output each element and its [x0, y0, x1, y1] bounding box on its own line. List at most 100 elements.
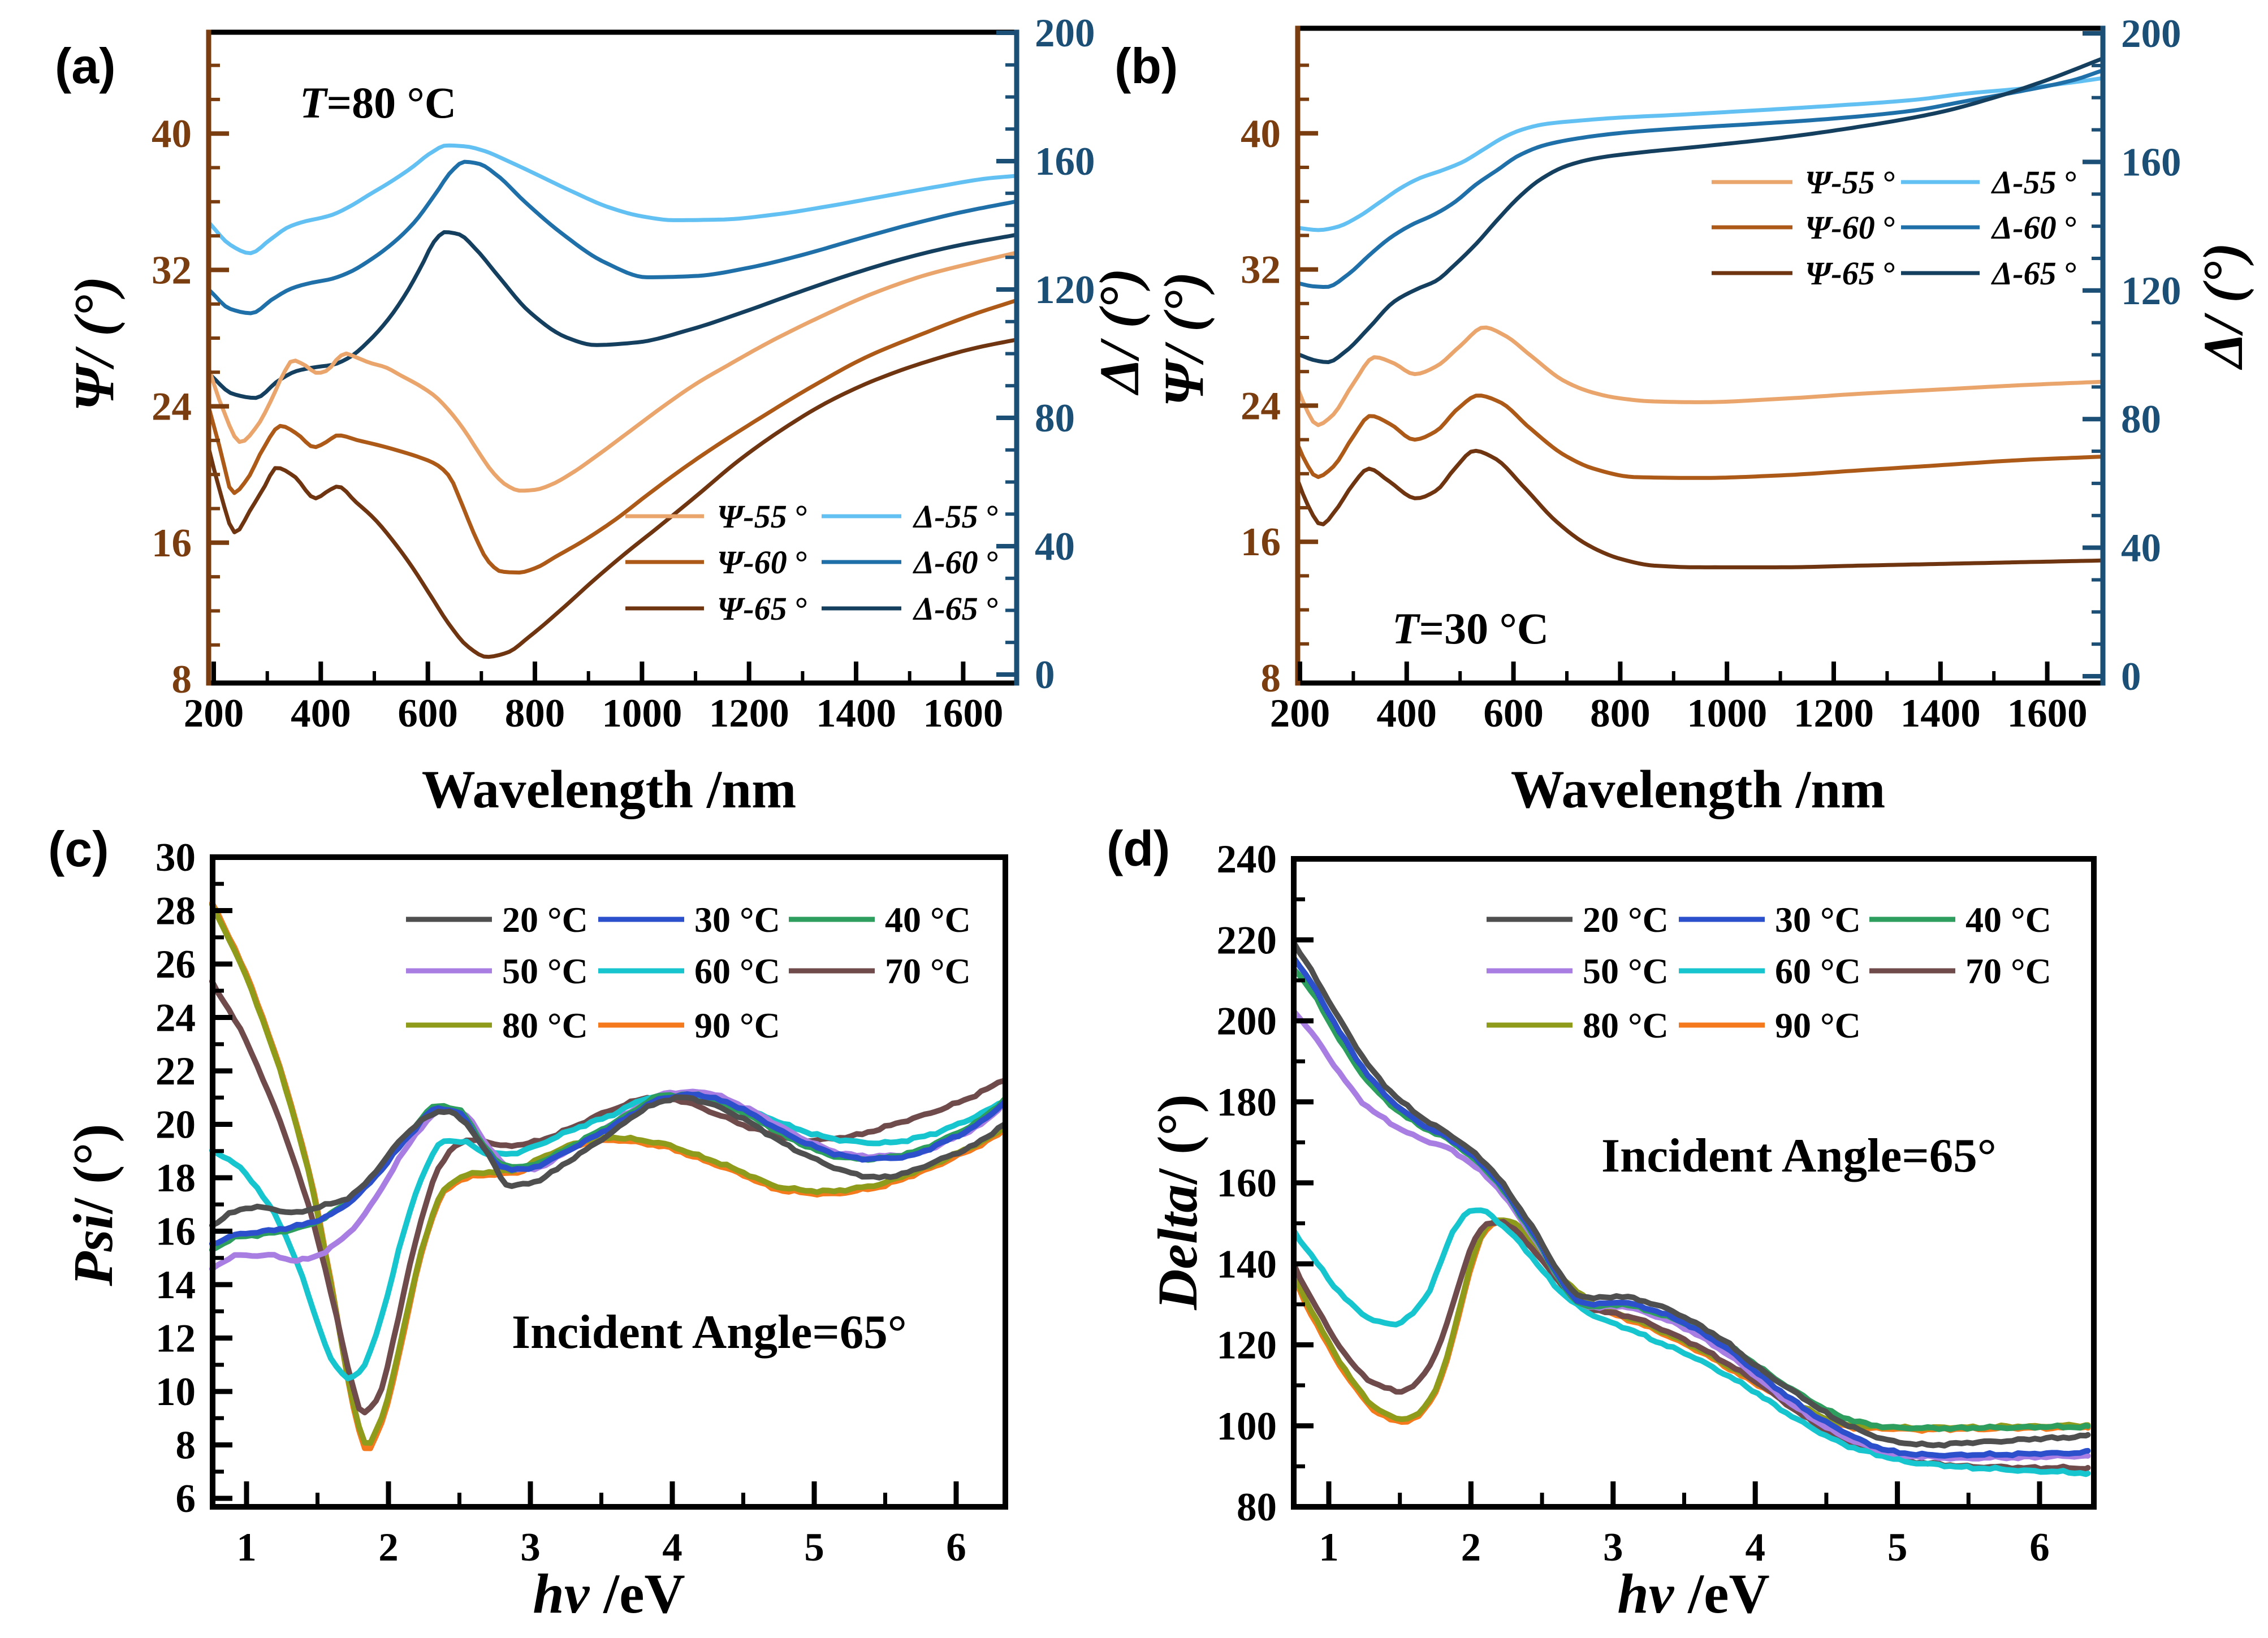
svg-text:400: 400 — [1377, 691, 1437, 736]
svg-text:6: 6 — [2029, 1525, 2050, 1570]
svg-text:40 °C: 40 °C — [885, 900, 971, 940]
svg-text:80: 80 — [2121, 397, 2161, 442]
svg-text:6: 6 — [946, 1525, 966, 1570]
svg-text:12: 12 — [155, 1317, 196, 1361]
svg-text:Δ-60 °: Δ-60 ° — [1991, 209, 2076, 246]
svg-text:90 °C: 90 °C — [694, 1005, 780, 1045]
svg-text:800: 800 — [1590, 691, 1651, 736]
svg-text:0: 0 — [1035, 653, 1055, 697]
svg-text:1: 1 — [236, 1525, 257, 1570]
svg-text:Ψ-65 °: Ψ-65 ° — [1805, 255, 1895, 292]
svg-text:Wavelength /nm: Wavelength /nm — [422, 759, 796, 819]
svg-text:180: 180 — [1217, 1081, 1277, 1125]
svg-text:Δ-55 °: Δ-55 ° — [1991, 164, 2076, 201]
svg-text:200: 200 — [1035, 11, 1095, 55]
svg-text:70 °C: 70 °C — [1965, 951, 2051, 991]
svg-text:14: 14 — [155, 1263, 196, 1307]
svg-text:40: 40 — [1241, 112, 1281, 156]
svg-text:18: 18 — [155, 1156, 196, 1200]
svg-text:1400: 1400 — [1900, 691, 1981, 736]
svg-text:120: 120 — [1035, 268, 1095, 312]
svg-text:Ψ-55 °: Ψ-55 ° — [717, 498, 807, 535]
svg-text:1600: 1600 — [2007, 691, 2088, 736]
svg-text:24: 24 — [152, 385, 192, 429]
svg-text:Psi/ (°): Psi/ (°) — [62, 1123, 124, 1286]
svg-text:(b): (b) — [1114, 38, 1178, 94]
svg-text:T=80 °C: T=80 °C — [300, 78, 456, 127]
svg-text:140: 140 — [1217, 1242, 1277, 1286]
svg-text:(a): (a) — [55, 38, 116, 94]
svg-text:200: 200 — [184, 691, 244, 736]
svg-text:Δ-55 °: Δ-55 ° — [913, 498, 997, 535]
svg-text:200: 200 — [1217, 1000, 1277, 1044]
svg-text:Δ-65 °: Δ-65 ° — [913, 590, 997, 627]
svg-text:Ψ/ (°): Ψ/ (°) — [63, 276, 126, 411]
svg-text:600: 600 — [1483, 691, 1544, 736]
svg-text:5: 5 — [1887, 1525, 1908, 1570]
svg-text:Ψ-65 °: Ψ-65 ° — [717, 590, 807, 627]
svg-text:hv /eV: hv /eV — [1617, 1562, 1769, 1625]
svg-text:1000: 1000 — [602, 691, 682, 736]
svg-text:Δ/ (°): Δ/ (°) — [2192, 243, 2254, 370]
svg-text:32: 32 — [152, 248, 192, 292]
svg-text:24: 24 — [1241, 384, 1281, 428]
svg-text:200: 200 — [1270, 691, 1330, 736]
svg-text:Ψ-60 °: Ψ-60 ° — [1805, 209, 1895, 246]
svg-text:50 °C: 50 °C — [1583, 951, 1669, 991]
svg-text:30 °C: 30 °C — [1775, 900, 1861, 940]
svg-text:80 °C: 80 °C — [502, 1005, 588, 1045]
svg-text:(d): (d) — [1107, 820, 1170, 876]
svg-text:16: 16 — [1241, 520, 1281, 564]
svg-text:10: 10 — [155, 1370, 196, 1414]
svg-text:1200: 1200 — [709, 691, 789, 736]
svg-text:60 °C: 60 °C — [1775, 951, 1861, 991]
svg-text:100: 100 — [1217, 1404, 1277, 1449]
svg-text:0: 0 — [2121, 655, 2141, 699]
svg-text:28: 28 — [155, 889, 196, 933]
svg-text:16: 16 — [155, 1210, 196, 1254]
svg-text:40: 40 — [2121, 526, 2161, 571]
svg-text:40 °C: 40 °C — [1965, 900, 2051, 940]
svg-text:8: 8 — [176, 1424, 196, 1468]
svg-text:80 °C: 80 °C — [1583, 1005, 1669, 1045]
svg-text:1: 1 — [1319, 1525, 1339, 1570]
svg-text:26: 26 — [155, 943, 196, 987]
svg-text:160: 160 — [1035, 140, 1095, 184]
svg-text:20: 20 — [155, 1103, 196, 1147]
svg-text:120: 120 — [2121, 269, 2181, 313]
svg-text:4: 4 — [1745, 1525, 1765, 1570]
svg-text:20 °C: 20 °C — [502, 900, 588, 940]
svg-text:Incident Angle=65°: Incident Angle=65° — [512, 1306, 907, 1359]
svg-text:32: 32 — [1241, 248, 1281, 292]
svg-text:2: 2 — [1461, 1525, 1481, 1570]
svg-text:3: 3 — [520, 1525, 541, 1570]
svg-text:70 °C: 70 °C — [885, 951, 971, 991]
svg-text:1200: 1200 — [1794, 691, 1874, 736]
svg-text:1600: 1600 — [923, 691, 1003, 736]
svg-text:24: 24 — [155, 996, 196, 1040]
svg-text:Δ/ (°): Δ/ (°) — [1088, 268, 1151, 396]
svg-text:Ψ-55 °: Ψ-55 ° — [1805, 164, 1895, 201]
svg-text:50 °C: 50 °C — [502, 951, 588, 991]
svg-text:22: 22 — [155, 1049, 196, 1094]
svg-text:T=30 °C: T=30 °C — [1392, 604, 1549, 653]
svg-text:30: 30 — [155, 836, 196, 880]
svg-text:1400: 1400 — [816, 691, 896, 736]
svg-text:(c): (c) — [48, 821, 109, 877]
svg-text:60 °C: 60 °C — [694, 951, 780, 991]
svg-text:40: 40 — [1035, 525, 1075, 569]
svg-text:160: 160 — [2121, 140, 2181, 184]
svg-text:600: 600 — [398, 691, 458, 736]
svg-text:80: 80 — [1035, 396, 1075, 440]
svg-text:8: 8 — [1261, 656, 1281, 701]
svg-text:30 °C: 30 °C — [694, 900, 780, 940]
svg-text:Wavelength /nm: Wavelength /nm — [1511, 759, 1885, 819]
svg-text:Δ-60 °: Δ-60 ° — [913, 544, 997, 581]
svg-text:200: 200 — [2121, 12, 2181, 56]
svg-text:400: 400 — [291, 691, 351, 736]
svg-text:3: 3 — [1603, 1525, 1623, 1570]
svg-text:6: 6 — [176, 1477, 196, 1521]
svg-text:220: 220 — [1217, 918, 1277, 962]
svg-text:Ψ-60 °: Ψ-60 ° — [717, 544, 807, 581]
svg-text:40: 40 — [152, 112, 192, 156]
